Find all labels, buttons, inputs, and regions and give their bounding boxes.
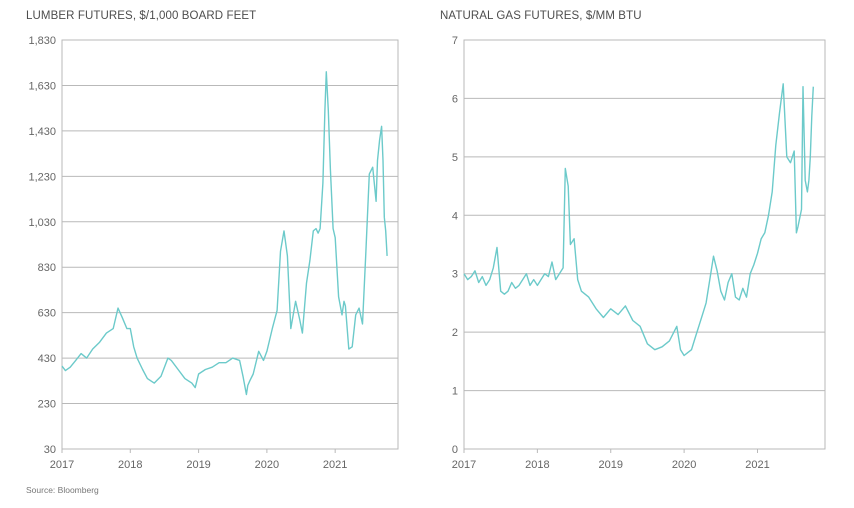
- lumber-futures-chart: 30 230 430 630 830 1,030 1,230 1,430 1,630 1,830 2…: [28, 35, 399, 471]
- lumber-x-tick-label: 2021: [323, 459, 347, 471]
- lumber-y-tick-label: 1,830: [28, 35, 56, 47]
- gas-y-tick-label: 4: [452, 210, 458, 222]
- gas-x-tick-label: 2018: [525, 459, 549, 471]
- lumber-y-tick-label: 230: [38, 399, 56, 411]
- lumber-y-tick-label: 1,230: [28, 171, 56, 183]
- lumber-y-tick-label: 1,630: [28, 80, 56, 92]
- lumber-y-tick-label: 1,430: [28, 126, 56, 138]
- gas-plot-frame: [463, 39, 826, 450]
- lumber-y-tick-label: 1,030: [28, 217, 56, 229]
- gas-y-tick-label: 0: [452, 444, 458, 456]
- gas-y-tick-label: 1: [452, 386, 458, 398]
- gas-y-tick-label: 6: [452, 93, 458, 105]
- gas-x-tick-label: 2020: [672, 459, 696, 471]
- lumber-series-line: [61, 71, 388, 396]
- gas-y-tick-label: 3: [452, 269, 458, 281]
- lumber-x-tick-label: 2019: [186, 459, 210, 471]
- gas-x-tick-label: 2017: [452, 459, 476, 471]
- source-note: Source: Bloomberg: [26, 485, 99, 495]
- lumber-x-tick-label: 2020: [255, 459, 279, 471]
- lumber-chart-title: LUMBER FUTURES, $/1,000 BOARD FEET: [26, 10, 257, 22]
- lumber-plot-frame: [61, 39, 399, 450]
- lumber-x-tick-label: 2017: [50, 459, 74, 471]
- gas-series-line: [463, 83, 814, 357]
- gas-x-tick-label: 2021: [745, 459, 769, 471]
- gas-chart-title: NATURAL GAS FUTURES, $/MM BTU: [440, 10, 642, 22]
- gas-y-tick-label: 7: [452, 35, 458, 47]
- gas-y-tick-label: 2: [452, 327, 458, 339]
- gas-x-tick-label: 2019: [599, 459, 623, 471]
- natural-gas-futures-chart: 0 1 2 3 4 5 6 7 2017 2018 2019 2020 2021: [452, 35, 826, 471]
- gas-y-tick-label: 5: [452, 152, 458, 164]
- lumber-y-tick-label: 830: [38, 262, 56, 274]
- lumber-y-tick-label: 30: [44, 444, 56, 456]
- lumber-x-tick-label: 2018: [118, 459, 142, 471]
- lumber-y-tick-label: 430: [38, 353, 56, 365]
- lumber-y-tick-label: 630: [38, 308, 56, 320]
